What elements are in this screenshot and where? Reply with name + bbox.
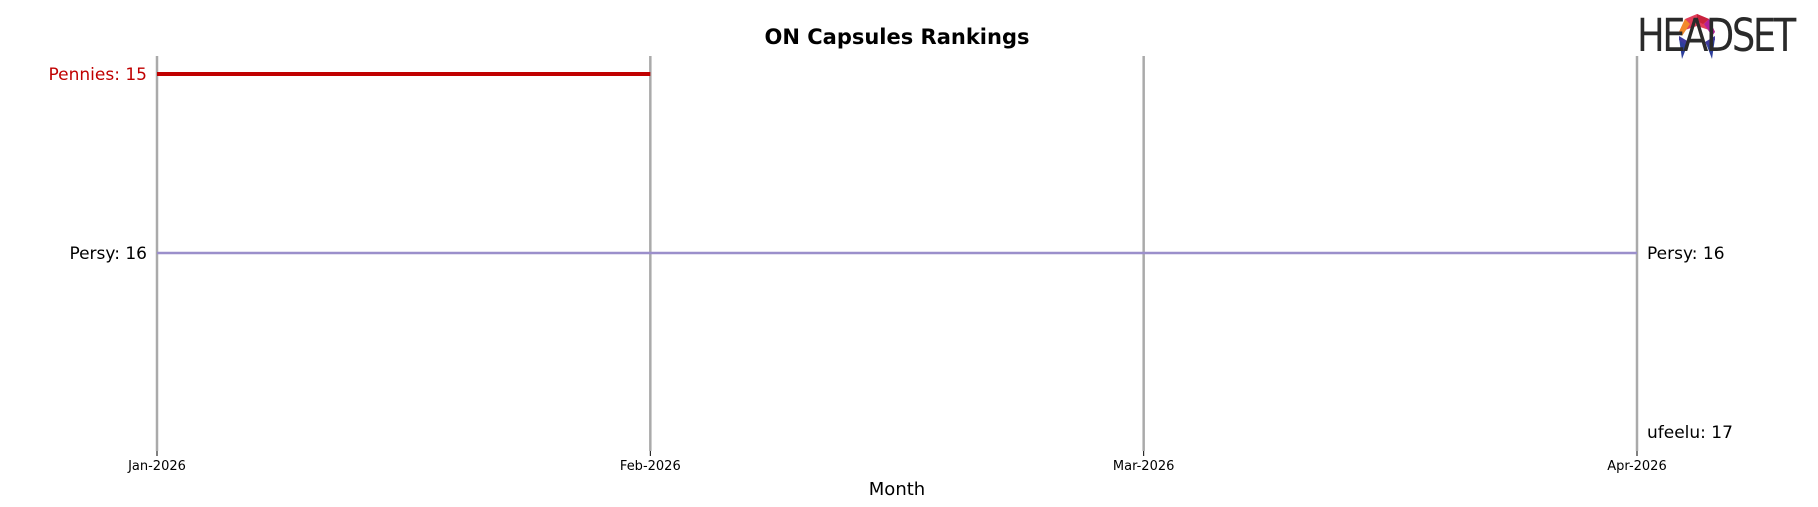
series-end-label: ufeelu: 17 [1647,423,1733,443]
x-tick-label: Mar-2026 [1113,459,1174,474]
series-start-label: Pennies: 15 [49,65,147,85]
series-start-label: Persy: 16 [69,244,147,264]
x-axis-ticks: Jan-2026 Feb-2026 Mar-2026 Apr-2026 [127,451,1667,474]
x-tick-label: Jan-2026 [127,459,186,474]
series-labels: Pennies: 15 Persy: 16 Persy: 16 ufeelu: 17 [49,65,1733,443]
x-tick-label: Feb-2026 [620,459,681,474]
series-end-label: Persy: 16 [1647,244,1725,264]
x-axis-label: Month [869,479,925,500]
x-tick-label: Apr-2026 [1607,459,1666,474]
headset-logo-icon [1679,14,1715,59]
chart-title: ON Capsules Rankings [765,25,1030,49]
series-lines [157,72,1637,255]
headset-logo-text: HEADSET [1637,9,1796,62]
